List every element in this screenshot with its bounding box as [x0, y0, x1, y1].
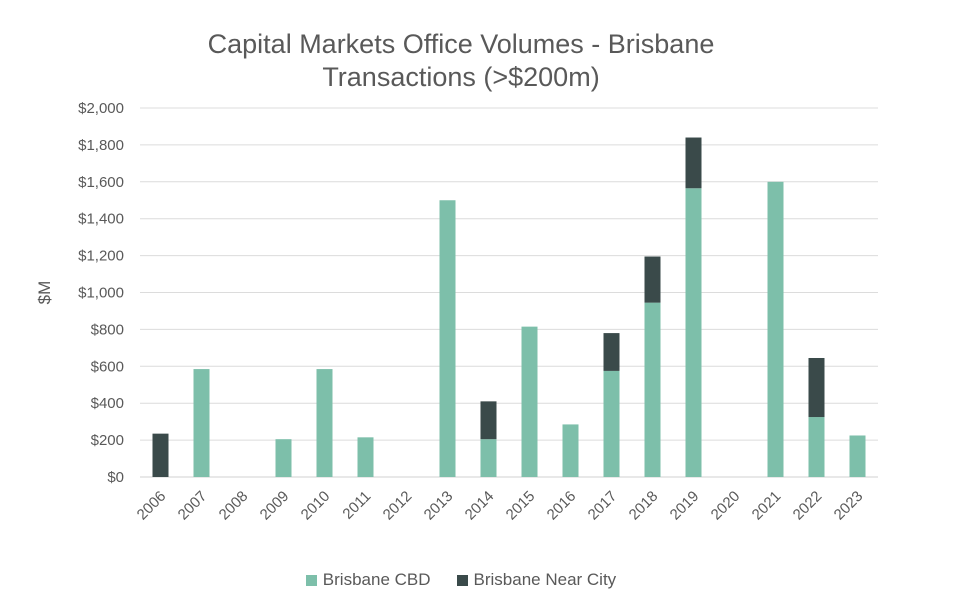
bar-cbd-2021 [767, 181, 784, 478]
x-tick-label: 2010 [298, 488, 334, 524]
x-tick-label: 2011 [339, 488, 374, 523]
y-tick-label: $1,600 [78, 174, 124, 191]
chart-title-line-1: Capital Markets Office Volumes - Brisban… [207, 29, 715, 59]
bar-near-city-2014 [480, 401, 497, 440]
bar-near-city-2022 [808, 357, 825, 418]
bar-cbd-2007 [193, 369, 210, 477]
x-tick-label: 2020 [708, 488, 744, 524]
x-tick-label: 2023 [831, 488, 867, 524]
x-tick-label: 2022 [790, 488, 826, 524]
x-tick-label: 2007 [175, 488, 211, 524]
x-tick-label: 2013 [421, 488, 457, 524]
bar-cbd-2009 [275, 439, 292, 477]
x-tick-label: 2006 [134, 488, 170, 524]
bar-cbd-2019 [685, 188, 702, 477]
x-tick-label: 2015 [503, 488, 539, 524]
x-tick-label: 2008 [216, 488, 252, 524]
y-axis-label: $M [35, 281, 54, 305]
y-tick-label: $0 [107, 469, 124, 486]
legend-label-cbd: Brisbane CBD [322, 570, 431, 589]
x-tick-label: 2019 [667, 488, 703, 524]
y-tick-label: $2,000 [78, 100, 124, 117]
bar-cbd-2010 [316, 369, 333, 477]
bar-near-city-2018 [644, 256, 661, 303]
y-tick-label: $1,200 [78, 248, 124, 265]
x-tick-label: 2014 [462, 488, 498, 524]
legend-swatch-cbd [305, 574, 317, 586]
legend-swatch-near-city [456, 574, 468, 586]
y-tick-label: $400 [91, 395, 124, 412]
chart-legend: Brisbane CBD Brisbane Near City [0, 570, 922, 590]
bar-near-city-2019 [685, 137, 702, 189]
y-tick-label: $1,000 [78, 285, 124, 302]
bar-near-city-2017 [603, 333, 620, 371]
y-tick-label: $600 [91, 358, 124, 375]
legend-item-cbd: Brisbane CBD [305, 570, 431, 590]
y-tick-label: $1,800 [78, 137, 124, 154]
y-tick-label: $200 [91, 432, 124, 449]
x-tick-label: 2009 [257, 488, 293, 524]
x-tick-label: 2016 [544, 488, 580, 524]
bar-cbd-2015 [521, 326, 538, 477]
x-tick-label: 2012 [380, 488, 416, 524]
legend-label-near-city: Brisbane Near City [473, 570, 617, 589]
bar-cbd-2022 [808, 417, 825, 477]
bar-near-city-2006 [152, 433, 169, 477]
y-tick-label: $1,400 [78, 211, 124, 228]
x-tick-label: 2017 [585, 488, 621, 524]
y-tick-label: $800 [91, 321, 124, 338]
x-tick-label: 2018 [626, 488, 662, 524]
bar-cbd-2018 [644, 302, 661, 477]
bar-cbd-2016 [562, 424, 579, 477]
bar-cbd-2014 [480, 439, 497, 477]
bar-cbd-2023 [849, 435, 866, 477]
x-tick-label: 2021 [749, 488, 785, 524]
bar-cbd-2013 [439, 200, 456, 477]
legend-item-near-city: Brisbane Near City [456, 570, 617, 590]
chart-title-line-2: Transactions (>$200m) [322, 62, 600, 92]
bar-cbd-2017 [603, 370, 620, 477]
bar-cbd-2011 [357, 437, 374, 477]
chart-title: Capital Markets Office Volumes - Brisban… [0, 28, 922, 94]
